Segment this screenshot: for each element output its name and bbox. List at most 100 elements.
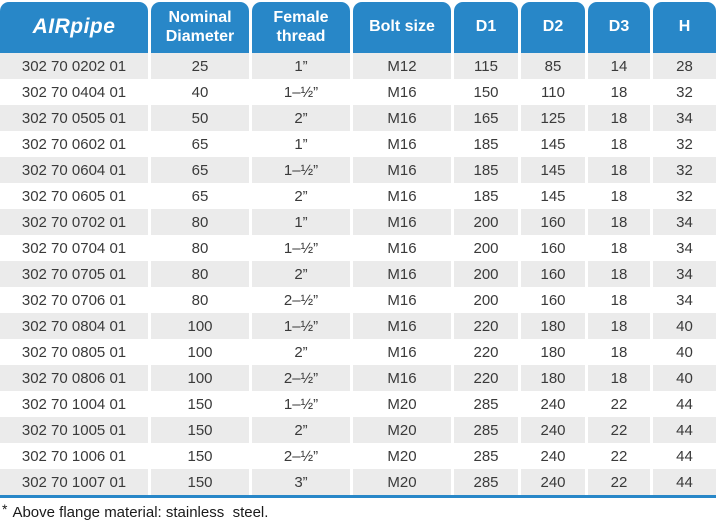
cell-female-thread: 2”	[252, 417, 350, 443]
table-row: 302 70 0806 01 100 2–½” M16 220 180 18 40	[0, 365, 716, 391]
cell-h: 32	[653, 157, 716, 183]
table-body: 302 70 0202 01 25 1” M12 115 85 14 28 302 70 040…	[0, 53, 716, 495]
cell-h: 40	[653, 339, 716, 365]
cell-nominal-diameter: 65	[151, 131, 249, 157]
cell-bolt-size: M20	[353, 417, 451, 443]
cell-code: 302 70 0705 01	[0, 261, 148, 287]
cell-d3: 18	[588, 365, 650, 391]
cell-bolt-size: M16	[353, 313, 451, 339]
cell-female-thread: 1”	[252, 209, 350, 235]
cell-bolt-size: M16	[353, 235, 451, 261]
cell-code: 302 70 1005 01	[0, 417, 148, 443]
cell-code: 302 70 0706 01	[0, 287, 148, 313]
footnote-marker: *	[2, 501, 8, 517]
cell-bolt-size: M16	[353, 79, 451, 105]
cell-bolt-size: M20	[353, 391, 451, 417]
cell-female-thread: 2”	[252, 339, 350, 365]
cell-female-thread: 2”	[252, 105, 350, 131]
cell-h: 34	[653, 261, 716, 287]
footnote: * Above flange material: stainless steel.	[2, 501, 716, 521]
table-row: 302 70 0602 01 65 1” M16 185 145 18 32	[0, 131, 716, 157]
cell-nominal-diameter: 150	[151, 391, 249, 417]
cell-d3: 18	[588, 131, 650, 157]
cell-d2: 240	[521, 469, 585, 495]
col-header-h: H	[653, 2, 716, 53]
cell-nominal-diameter: 65	[151, 157, 249, 183]
table-row: 302 70 0404 01 40 1–½” M16 150 110 18 32	[0, 79, 716, 105]
brand-logo: AIRpipe	[0, 2, 148, 53]
cell-nominal-diameter: 150	[151, 443, 249, 469]
cell-female-thread: 1–½”	[252, 391, 350, 417]
cell-d1: 285	[454, 391, 518, 417]
cell-d2: 160	[521, 209, 585, 235]
table-row: 302 70 1006 01 150 2–½” M20 285 240 22 44	[0, 443, 716, 469]
cell-d1: 150	[454, 79, 518, 105]
table-row: 302 70 0505 01 50 2” M16 165 125 18 34	[0, 105, 716, 131]
cell-female-thread: 2”	[252, 261, 350, 287]
cell-female-thread: 3”	[252, 469, 350, 495]
cell-d3: 18	[588, 287, 650, 313]
cell-nominal-diameter: 100	[151, 339, 249, 365]
cell-code: 302 70 0505 01	[0, 105, 148, 131]
table-row: 302 70 1004 01 150 1–½” M20 285 240 22 44	[0, 391, 716, 417]
cell-female-thread: 2–½”	[252, 287, 350, 313]
cell-bolt-size: M16	[353, 209, 451, 235]
cell-female-thread: 2–½”	[252, 443, 350, 469]
cell-h: 40	[653, 313, 716, 339]
table-bottom-rule	[0, 495, 716, 498]
cell-female-thread: 1–½”	[252, 79, 350, 105]
col-header-d3: D3	[588, 2, 650, 53]
table-row: 302 70 0805 01 100 2” M16 220 180 18 40	[0, 339, 716, 365]
cell-d2: 160	[521, 235, 585, 261]
cell-d3: 22	[588, 443, 650, 469]
table-row: 302 70 0702 01 80 1” M16 200 160 18 34	[0, 209, 716, 235]
cell-d1: 220	[454, 313, 518, 339]
cell-d2: 180	[521, 313, 585, 339]
header-row: AIRpipe Nominal Diameter Female thread B…	[0, 2, 716, 53]
table-row: 302 70 1007 01 150 3” M20 285 240 22 44	[0, 469, 716, 495]
col-header-nominal-diameter: Nominal Diameter	[151, 2, 249, 53]
cell-code: 302 70 1004 01	[0, 391, 148, 417]
cell-d3: 18	[588, 105, 650, 131]
cell-d2: 180	[521, 339, 585, 365]
cell-bolt-size: M20	[353, 443, 451, 469]
table-row: 302 70 0704 01 80 1–½” M16 200 160 18 34	[0, 235, 716, 261]
cell-h: 32	[653, 183, 716, 209]
cell-bolt-size: M16	[353, 131, 451, 157]
cell-h: 34	[653, 209, 716, 235]
cell-d2: 160	[521, 261, 585, 287]
cell-nominal-diameter: 100	[151, 313, 249, 339]
cell-bolt-size: M16	[353, 183, 451, 209]
cell-bolt-size: M16	[353, 157, 451, 183]
cell-d3: 18	[588, 79, 650, 105]
cell-h: 34	[653, 105, 716, 131]
cell-d1: 165	[454, 105, 518, 131]
cell-code: 302 70 0804 01	[0, 313, 148, 339]
cell-d2: 145	[521, 157, 585, 183]
cell-nominal-diameter: 150	[151, 417, 249, 443]
cell-d1: 200	[454, 209, 518, 235]
cell-d2: 240	[521, 417, 585, 443]
cell-d3: 18	[588, 313, 650, 339]
cell-female-thread: 1–½”	[252, 157, 350, 183]
cell-d1: 185	[454, 131, 518, 157]
cell-female-thread: 1”	[252, 53, 350, 79]
cell-d1: 200	[454, 261, 518, 287]
col-header-female-thread: Female thread	[252, 2, 350, 53]
cell-d1: 185	[454, 157, 518, 183]
cell-d3: 18	[588, 183, 650, 209]
cell-bolt-size: M16	[353, 339, 451, 365]
cell-code: 302 70 0702 01	[0, 209, 148, 235]
cell-d2: 160	[521, 287, 585, 313]
cell-d1: 285	[454, 443, 518, 469]
cell-d3: 22	[588, 417, 650, 443]
cell-bolt-size: M20	[353, 469, 451, 495]
col-header-d1: D1	[454, 2, 518, 53]
cell-h: 32	[653, 79, 716, 105]
footnote-text: Above flange material: stainless steel.	[12, 504, 269, 521]
cell-female-thread: 2–½”	[252, 365, 350, 391]
cell-code: 302 70 0805 01	[0, 339, 148, 365]
cell-female-thread: 1–½”	[252, 235, 350, 261]
table-header: AIRpipe Nominal Diameter Female thread B…	[0, 2, 716, 53]
